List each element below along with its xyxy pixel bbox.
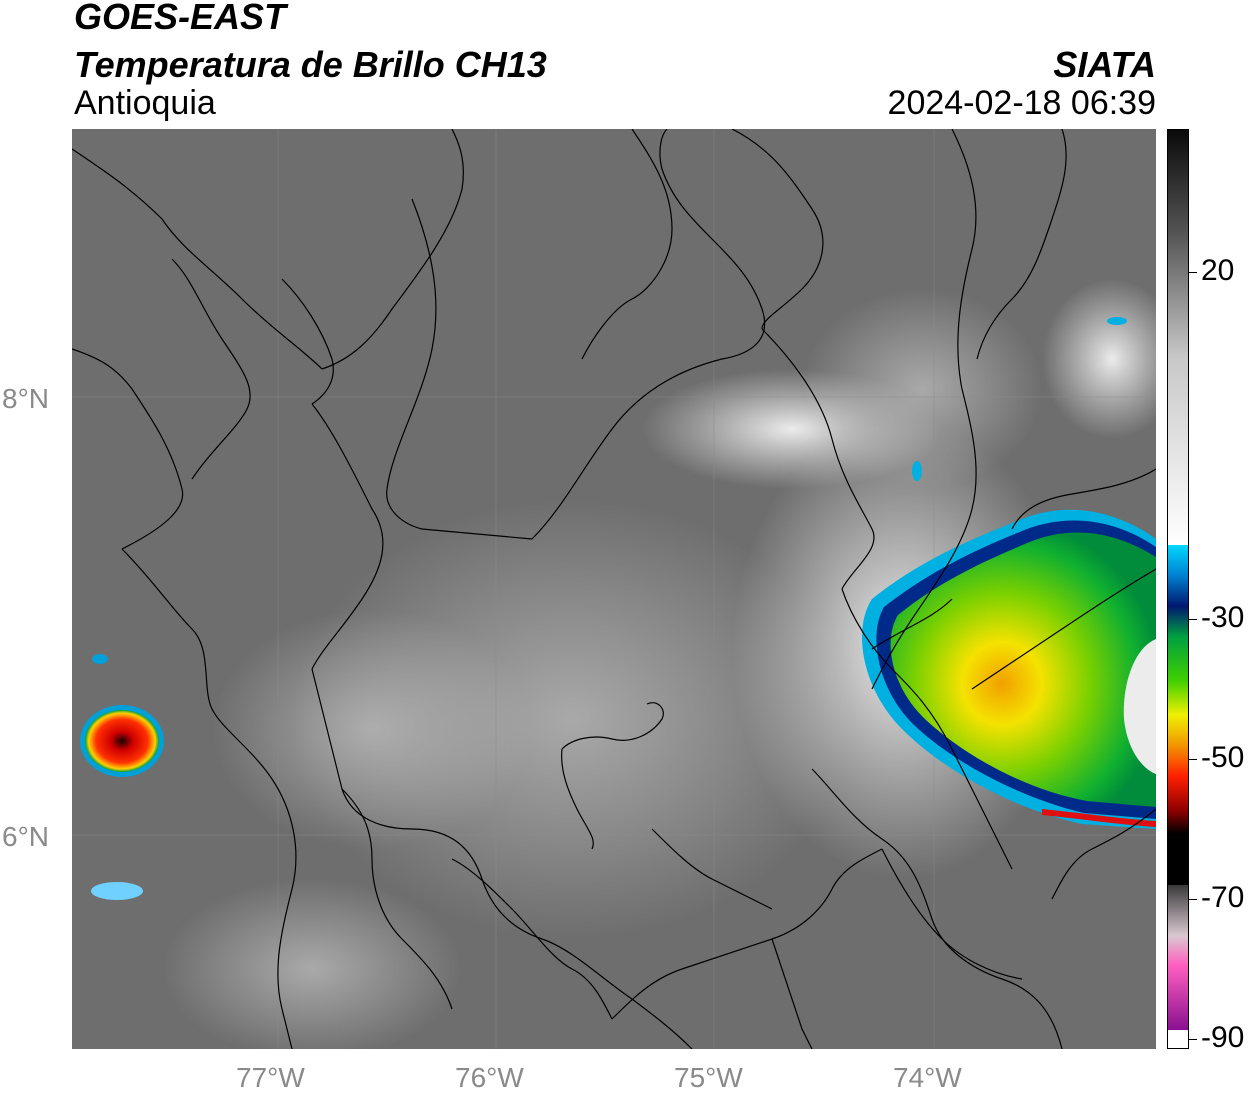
agency-label: SIATA [1053,44,1156,85]
convective-system-core [890,532,1156,807]
y-tick-label: 8°N [2,383,49,414]
cloud-haze [212,609,532,849]
colorbar-gradient [1168,130,1188,1048]
admin-borders [72,129,1156,1049]
satellite-title: GOES-EAST [74,0,287,37]
storm-cell [85,710,159,772]
y-tick-label: 6°N [2,821,49,852]
cirrus-band [1042,279,1156,439]
colorbar-label: -50 [1201,741,1245,774]
region-label: Antioquia [74,84,216,122]
colorbar-label: -90 [1201,1021,1245,1054]
product-title: Temperatura de Brillo CH13 [74,44,547,85]
colorbar [1167,129,1189,1049]
colorbar-label: -30 [1201,601,1245,634]
cloud-haze [162,879,462,1049]
x-tick-label: 77°W [236,1062,305,1093]
satellite-map[interactable] [72,129,1156,1049]
x-tick-label: 76°W [455,1062,524,1093]
colorbar-label: 20 [1201,254,1235,287]
map-canvas [72,129,1156,1049]
colorbar-label: -70 [1201,881,1245,914]
overshoot-gap [1123,639,1156,774]
x-tick-label: 74°W [893,1062,962,1093]
datetime-label: 2024-02-18 06:39 [887,84,1156,122]
storm-cell-small [91,882,143,900]
x-tick-label: 75°W [674,1062,743,1093]
